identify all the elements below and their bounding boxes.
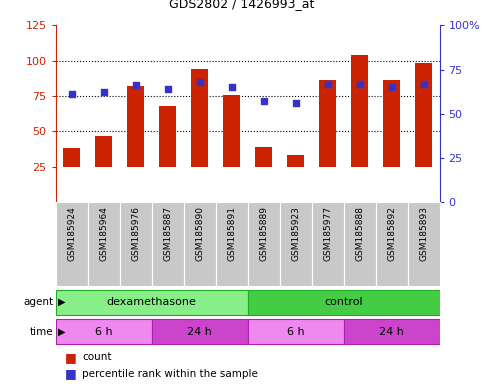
Text: GSM185923: GSM185923: [291, 206, 300, 261]
Bar: [248, 290, 440, 314]
Bar: [255, 147, 272, 167]
Point: [132, 82, 140, 88]
Text: GSM185924: GSM185924: [67, 206, 76, 261]
Bar: [152, 202, 184, 286]
Text: GSM185887: GSM185887: [163, 206, 172, 261]
Text: GSM185892: GSM185892: [387, 206, 396, 261]
Text: 6 h: 6 h: [287, 327, 304, 337]
Text: ■: ■: [65, 351, 77, 364]
Bar: [215, 202, 248, 286]
Text: agent: agent: [23, 297, 53, 307]
Text: ▶: ▶: [58, 327, 66, 337]
Bar: [383, 81, 400, 167]
Text: ■: ■: [65, 367, 77, 380]
Bar: [351, 55, 369, 167]
Bar: [312, 202, 343, 286]
Text: GSM185977: GSM185977: [323, 206, 332, 261]
Bar: [319, 81, 336, 167]
Text: GSM185889: GSM185889: [259, 206, 268, 261]
Bar: [248, 202, 280, 286]
Bar: [280, 202, 312, 286]
Bar: [95, 136, 113, 167]
Text: GSM185893: GSM185893: [419, 206, 428, 261]
Point: [99, 89, 107, 96]
Text: GSM185891: GSM185891: [227, 206, 236, 261]
Text: percentile rank within the sample: percentile rank within the sample: [82, 369, 258, 379]
Text: ▶: ▶: [58, 297, 66, 307]
Text: GSM185976: GSM185976: [131, 206, 140, 261]
Text: 24 h: 24 h: [379, 327, 404, 337]
Bar: [408, 202, 440, 286]
Point: [68, 91, 75, 97]
Bar: [56, 202, 87, 286]
Bar: [343, 202, 376, 286]
Text: GSM185964: GSM185964: [99, 206, 108, 261]
Text: GSM185890: GSM185890: [195, 206, 204, 261]
Bar: [127, 86, 144, 167]
Bar: [223, 94, 241, 167]
Point: [292, 100, 299, 106]
Text: time: time: [29, 327, 53, 337]
Point: [324, 81, 331, 87]
Bar: [248, 319, 343, 344]
Bar: [56, 319, 152, 344]
Bar: [56, 290, 248, 314]
Text: control: control: [324, 297, 363, 307]
Point: [388, 84, 396, 90]
Point: [420, 81, 427, 87]
Point: [164, 86, 171, 92]
Bar: [415, 63, 432, 167]
Text: 6 h: 6 h: [95, 327, 113, 337]
Point: [260, 98, 268, 104]
Bar: [63, 148, 80, 167]
Bar: [120, 202, 152, 286]
Bar: [159, 106, 176, 167]
Bar: [184, 202, 215, 286]
Point: [355, 81, 363, 87]
Bar: [287, 156, 304, 167]
Text: count: count: [82, 352, 112, 362]
Bar: [191, 69, 208, 167]
Bar: [87, 202, 120, 286]
Text: GDS2802 / 1426993_at: GDS2802 / 1426993_at: [169, 0, 314, 10]
Text: GSM185888: GSM185888: [355, 206, 364, 261]
Bar: [376, 202, 408, 286]
Bar: [152, 319, 248, 344]
Point: [196, 79, 203, 85]
Point: [227, 84, 235, 90]
Text: 24 h: 24 h: [187, 327, 212, 337]
Bar: [343, 319, 440, 344]
Text: dexamethasone: dexamethasone: [107, 297, 197, 307]
